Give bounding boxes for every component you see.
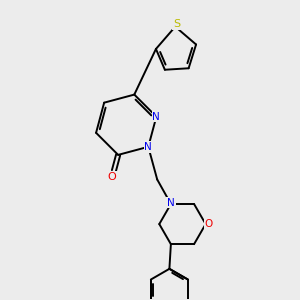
Text: N: N (167, 197, 175, 208)
Text: O: O (108, 172, 117, 182)
Text: N: N (152, 112, 160, 122)
Text: N: N (144, 142, 152, 152)
Text: S: S (173, 19, 180, 29)
Text: O: O (205, 219, 213, 229)
